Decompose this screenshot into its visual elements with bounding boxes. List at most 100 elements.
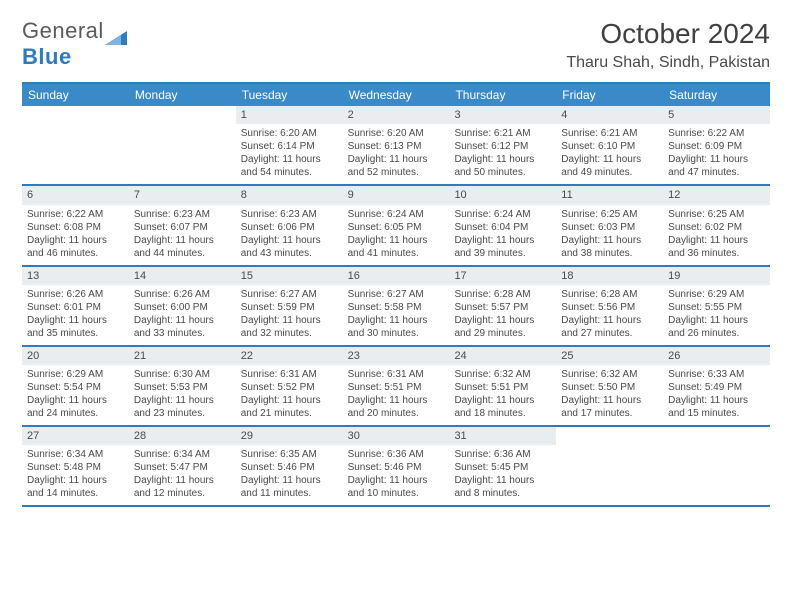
daylight-text: Daylight: 11 hours and 49 minutes. xyxy=(561,153,658,179)
day-body: Sunrise: 6:36 AMSunset: 5:46 PMDaylight:… xyxy=(343,445,450,505)
day-body: Sunrise: 6:20 AMSunset: 6:13 PMDaylight:… xyxy=(343,124,450,184)
sunset-text: Sunset: 6:04 PM xyxy=(454,221,551,234)
day-number: 6 xyxy=(22,186,129,204)
sunrise-text: Sunrise: 6:32 AM xyxy=(561,368,658,381)
day-body: Sunrise: 6:31 AMSunset: 5:52 PMDaylight:… xyxy=(236,365,343,425)
sunset-text: Sunset: 5:46 PM xyxy=(241,461,338,474)
sunset-text: Sunset: 5:55 PM xyxy=(668,301,765,314)
day-number: 8 xyxy=(236,186,343,204)
daylight-text: Daylight: 11 hours and 54 minutes. xyxy=(241,153,338,179)
daylight-text: Daylight: 11 hours and 50 minutes. xyxy=(454,153,551,179)
day-body: Sunrise: 6:29 AMSunset: 5:54 PMDaylight:… xyxy=(22,365,129,425)
sunrise-text: Sunrise: 6:24 AM xyxy=(454,208,551,221)
sunset-text: Sunset: 6:14 PM xyxy=(241,140,338,153)
week-row: 27Sunrise: 6:34 AMSunset: 5:48 PMDayligh… xyxy=(22,427,770,507)
day-number: 19 xyxy=(663,267,770,285)
sunrise-text: Sunrise: 6:26 AM xyxy=(27,288,124,301)
day-cell: 15Sunrise: 6:27 AMSunset: 5:59 PMDayligh… xyxy=(236,267,343,345)
sunrise-text: Sunrise: 6:26 AM xyxy=(134,288,231,301)
day-cell: 8Sunrise: 6:23 AMSunset: 6:06 PMDaylight… xyxy=(236,186,343,264)
day-body: Sunrise: 6:21 AMSunset: 6:10 PMDaylight:… xyxy=(556,124,663,184)
day-number: 3 xyxy=(449,106,556,124)
header: General Blue October 2024 Tharu Shah, Si… xyxy=(22,18,770,80)
day-cell: 21Sunrise: 6:30 AMSunset: 5:53 PMDayligh… xyxy=(129,347,236,425)
brand-name-a: General xyxy=(22,18,104,43)
day-cell: 22Sunrise: 6:31 AMSunset: 5:52 PMDayligh… xyxy=(236,347,343,425)
sunrise-text: Sunrise: 6:20 AM xyxy=(241,127,338,140)
day-cell: 30Sunrise: 6:36 AMSunset: 5:46 PMDayligh… xyxy=(343,427,450,505)
day-cell: 23Sunrise: 6:31 AMSunset: 5:51 PMDayligh… xyxy=(343,347,450,425)
day-cell: 24Sunrise: 6:32 AMSunset: 5:51 PMDayligh… xyxy=(449,347,556,425)
sunrise-text: Sunrise: 6:22 AM xyxy=(668,127,765,140)
calendar: Sunday Monday Tuesday Wednesday Thursday… xyxy=(22,82,770,507)
daylight-text: Daylight: 11 hours and 36 minutes. xyxy=(668,234,765,260)
day-body: Sunrise: 6:25 AMSunset: 6:03 PMDaylight:… xyxy=(556,205,663,265)
sunrise-text: Sunrise: 6:34 AM xyxy=(27,448,124,461)
day-cell: 17Sunrise: 6:28 AMSunset: 5:57 PMDayligh… xyxy=(449,267,556,345)
daylight-text: Daylight: 11 hours and 32 minutes. xyxy=(241,314,338,340)
sunrise-text: Sunrise: 6:33 AM xyxy=(668,368,765,381)
day-body: Sunrise: 6:30 AMSunset: 5:53 PMDaylight:… xyxy=(129,365,236,425)
sunset-text: Sunset: 5:53 PM xyxy=(134,381,231,394)
sunrise-text: Sunrise: 6:27 AM xyxy=(348,288,445,301)
day-number: 20 xyxy=(22,347,129,365)
day-number: 23 xyxy=(343,347,450,365)
sunrise-text: Sunrise: 6:30 AM xyxy=(134,368,231,381)
sunrise-text: Sunrise: 6:35 AM xyxy=(241,448,338,461)
daylight-text: Daylight: 11 hours and 29 minutes. xyxy=(454,314,551,340)
sunset-text: Sunset: 6:07 PM xyxy=(134,221,231,234)
daylight-text: Daylight: 11 hours and 18 minutes. xyxy=(454,394,551,420)
sunset-text: Sunset: 5:59 PM xyxy=(241,301,338,314)
day-body: Sunrise: 6:31 AMSunset: 5:51 PMDaylight:… xyxy=(343,365,450,425)
day-cell: 13Sunrise: 6:26 AMSunset: 6:01 PMDayligh… xyxy=(22,267,129,345)
day-number: 31 xyxy=(449,427,556,445)
day-body: Sunrise: 6:36 AMSunset: 5:45 PMDaylight:… xyxy=(449,445,556,505)
day-body: Sunrise: 6:20 AMSunset: 6:14 PMDaylight:… xyxy=(236,124,343,184)
daylight-text: Daylight: 11 hours and 20 minutes. xyxy=(348,394,445,420)
sunrise-text: Sunrise: 6:21 AM xyxy=(454,127,551,140)
sunset-text: Sunset: 5:49 PM xyxy=(668,381,765,394)
day-number: 24 xyxy=(449,347,556,365)
sunset-text: Sunset: 6:10 PM xyxy=(561,140,658,153)
day-cell: 5Sunrise: 6:22 AMSunset: 6:09 PMDaylight… xyxy=(663,106,770,184)
day-number: 9 xyxy=(343,186,450,204)
day-cell: 11Sunrise: 6:25 AMSunset: 6:03 PMDayligh… xyxy=(556,186,663,264)
day-body: Sunrise: 6:34 AMSunset: 5:48 PMDaylight:… xyxy=(22,445,129,505)
sunset-text: Sunset: 5:45 PM xyxy=(454,461,551,474)
sunrise-text: Sunrise: 6:28 AM xyxy=(561,288,658,301)
sunrise-text: Sunrise: 6:25 AM xyxy=(561,208,658,221)
sunrise-text: Sunrise: 6:34 AM xyxy=(134,448,231,461)
day-number: 29 xyxy=(236,427,343,445)
day-body: Sunrise: 6:29 AMSunset: 5:55 PMDaylight:… xyxy=(663,285,770,345)
daylight-text: Daylight: 11 hours and 8 minutes. xyxy=(454,474,551,500)
day-cell: 10Sunrise: 6:24 AMSunset: 6:04 PMDayligh… xyxy=(449,186,556,264)
title-block: October 2024 Tharu Shah, Sindh, Pakistan xyxy=(566,18,770,80)
sunset-text: Sunset: 6:13 PM xyxy=(348,140,445,153)
sunrise-text: Sunrise: 6:27 AM xyxy=(241,288,338,301)
sunset-text: Sunset: 6:08 PM xyxy=(27,221,124,234)
daylight-text: Daylight: 11 hours and 27 minutes. xyxy=(561,314,658,340)
sunset-text: Sunset: 6:00 PM xyxy=(134,301,231,314)
day-number: 16 xyxy=(343,267,450,285)
day-number: 27 xyxy=(22,427,129,445)
day-number: 26 xyxy=(663,347,770,365)
day-body: Sunrise: 6:23 AMSunset: 6:06 PMDaylight:… xyxy=(236,205,343,265)
day-cell: . xyxy=(129,106,236,184)
day-number: 7 xyxy=(129,186,236,204)
sunset-text: Sunset: 6:06 PM xyxy=(241,221,338,234)
sunset-text: Sunset: 5:50 PM xyxy=(561,381,658,394)
daylight-text: Daylight: 11 hours and 46 minutes. xyxy=(27,234,124,260)
day-cell: 26Sunrise: 6:33 AMSunset: 5:49 PMDayligh… xyxy=(663,347,770,425)
day-cell: 18Sunrise: 6:28 AMSunset: 5:56 PMDayligh… xyxy=(556,267,663,345)
day-number: 14 xyxy=(129,267,236,285)
day-cell: 28Sunrise: 6:34 AMSunset: 5:47 PMDayligh… xyxy=(129,427,236,505)
daylight-text: Daylight: 11 hours and 39 minutes. xyxy=(454,234,551,260)
day-number: 13 xyxy=(22,267,129,285)
sunrise-text: Sunrise: 6:36 AM xyxy=(454,448,551,461)
sunrise-text: Sunrise: 6:36 AM xyxy=(348,448,445,461)
day-number: 17 xyxy=(449,267,556,285)
daylight-text: Daylight: 11 hours and 23 minutes. xyxy=(134,394,231,420)
daylight-text: Daylight: 11 hours and 38 minutes. xyxy=(561,234,658,260)
sunrise-text: Sunrise: 6:29 AM xyxy=(668,288,765,301)
day-cell: 2Sunrise: 6:20 AMSunset: 6:13 PMDaylight… xyxy=(343,106,450,184)
